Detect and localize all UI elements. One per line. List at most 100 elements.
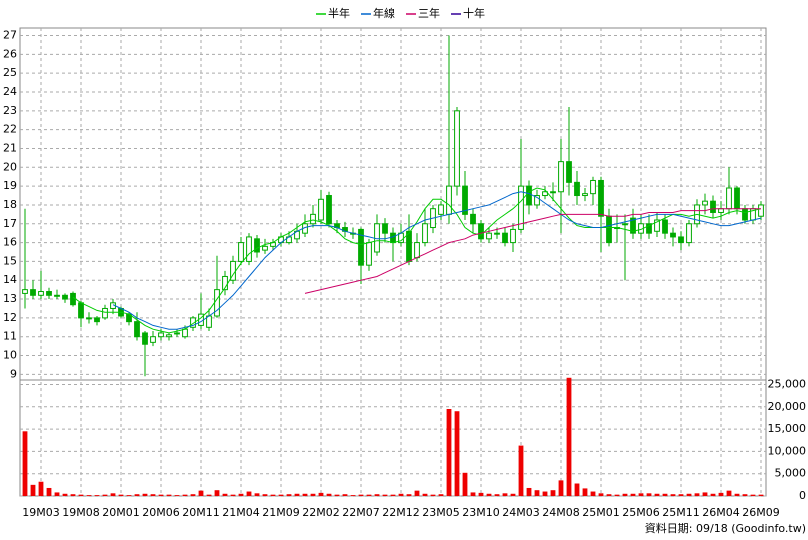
candle-body <box>590 179 596 195</box>
candle-body <box>310 213 316 225</box>
y-tick-label: 10 <box>3 349 17 362</box>
candle-body <box>670 232 676 238</box>
volume-bar <box>286 494 292 496</box>
volume-bar <box>654 493 660 496</box>
volume-bar <box>38 481 44 496</box>
candle-body <box>518 185 524 230</box>
y-tick-label: 13 <box>3 292 17 305</box>
y-tick-label: 17 <box>3 217 17 230</box>
volume-bar <box>206 494 212 496</box>
y-tick-label: 21 <box>3 141 17 154</box>
candle-body <box>78 302 84 319</box>
volume-bar <box>142 493 148 496</box>
candle-body <box>406 230 412 262</box>
volume-bar <box>406 494 412 496</box>
x-tick-label: 23M10 <box>462 506 500 519</box>
y-tick-label: 19 <box>3 179 17 192</box>
candle-body <box>22 289 28 294</box>
volume-bar <box>454 411 460 496</box>
volume-bar <box>486 493 492 496</box>
ma-line <box>112 191 762 330</box>
candle-body <box>534 195 540 206</box>
volume-bar <box>526 487 532 496</box>
candle-body <box>70 292 76 306</box>
y2-tick-label: 15,000 <box>768 422 807 435</box>
y-tick-label: 16 <box>3 236 17 249</box>
candle-body <box>374 223 380 253</box>
volume-bar <box>342 494 348 496</box>
legend-label: 十年 <box>463 6 485 20</box>
y-tick-label: 14 <box>3 273 17 286</box>
volume-bar <box>398 493 404 496</box>
volume-bar <box>134 494 140 496</box>
y-tick-label: 11 <box>3 330 17 343</box>
candle-body <box>366 242 372 266</box>
ma-line <box>304 208 761 294</box>
x-tick-label: 23M05 <box>422 506 460 519</box>
candle-body <box>606 215 612 244</box>
candle-body <box>438 204 444 215</box>
candle-body <box>86 317 92 320</box>
x-tick-label: 26M04 <box>702 506 740 519</box>
candle-body <box>94 317 100 323</box>
volume-bar <box>22 431 28 496</box>
y-tick-label: 27 <box>3 29 17 42</box>
candle-body <box>734 187 740 210</box>
volume-bar <box>758 494 764 496</box>
y-tick-label: 12 <box>3 311 17 324</box>
legend-label: 三年 <box>418 6 440 20</box>
x-tick-label: 22M12 <box>382 506 420 519</box>
volume-bar <box>438 494 444 496</box>
y-tick-label: 9 <box>10 367 17 380</box>
candle-body <box>486 232 492 240</box>
volume-bar <box>678 494 684 496</box>
volume-bar <box>638 493 644 496</box>
volume-bar <box>478 492 484 496</box>
volume-bar <box>62 493 68 496</box>
candle-body <box>758 204 764 217</box>
volume-bar <box>238 493 244 496</box>
volume-bar <box>414 490 420 496</box>
volume-bar <box>262 494 268 496</box>
volume-bar <box>462 472 468 496</box>
volume-bar <box>102 494 108 496</box>
candle-body <box>134 321 140 338</box>
candle-body <box>710 200 716 213</box>
volume-bar <box>614 494 620 496</box>
y2-tick-label: 10,000 <box>768 444 807 457</box>
volume-bar <box>726 490 732 496</box>
candle-body <box>174 332 180 335</box>
candle-body <box>542 191 548 197</box>
candle-body <box>646 223 652 234</box>
volume-bar <box>46 487 52 496</box>
volume-bar <box>550 490 556 496</box>
volume-bar <box>158 494 164 496</box>
x-tick-label: 19M08 <box>62 506 100 519</box>
y-tick-label: 20 <box>3 160 17 173</box>
volume-bar <box>446 409 452 496</box>
volume-bar <box>334 494 340 496</box>
volume-bar <box>702 492 708 496</box>
volume-bar <box>422 493 428 496</box>
y2-tick-label: 5,000 <box>775 467 807 480</box>
volume-bar <box>54 492 60 496</box>
volume-bar <box>358 494 364 496</box>
volume-bar <box>78 494 84 496</box>
candle-body <box>422 223 428 244</box>
candle-body <box>102 307 108 319</box>
volume-bar <box>222 493 228 496</box>
volume-bar <box>270 494 276 496</box>
volume-bar <box>230 494 236 496</box>
volume-bar <box>382 494 388 496</box>
y-tick-label: 26 <box>3 47 17 60</box>
volume-bar <box>662 493 668 496</box>
x-tick-label: 19M03 <box>22 506 60 519</box>
candle-body <box>358 228 364 266</box>
volume-bar <box>670 494 676 496</box>
y-tick-label: 25 <box>3 66 17 79</box>
volume-bar <box>598 493 604 496</box>
volume-bar <box>566 377 572 496</box>
volume-bar <box>750 494 756 496</box>
volume-bar <box>734 493 740 496</box>
volume-bar <box>214 490 220 496</box>
